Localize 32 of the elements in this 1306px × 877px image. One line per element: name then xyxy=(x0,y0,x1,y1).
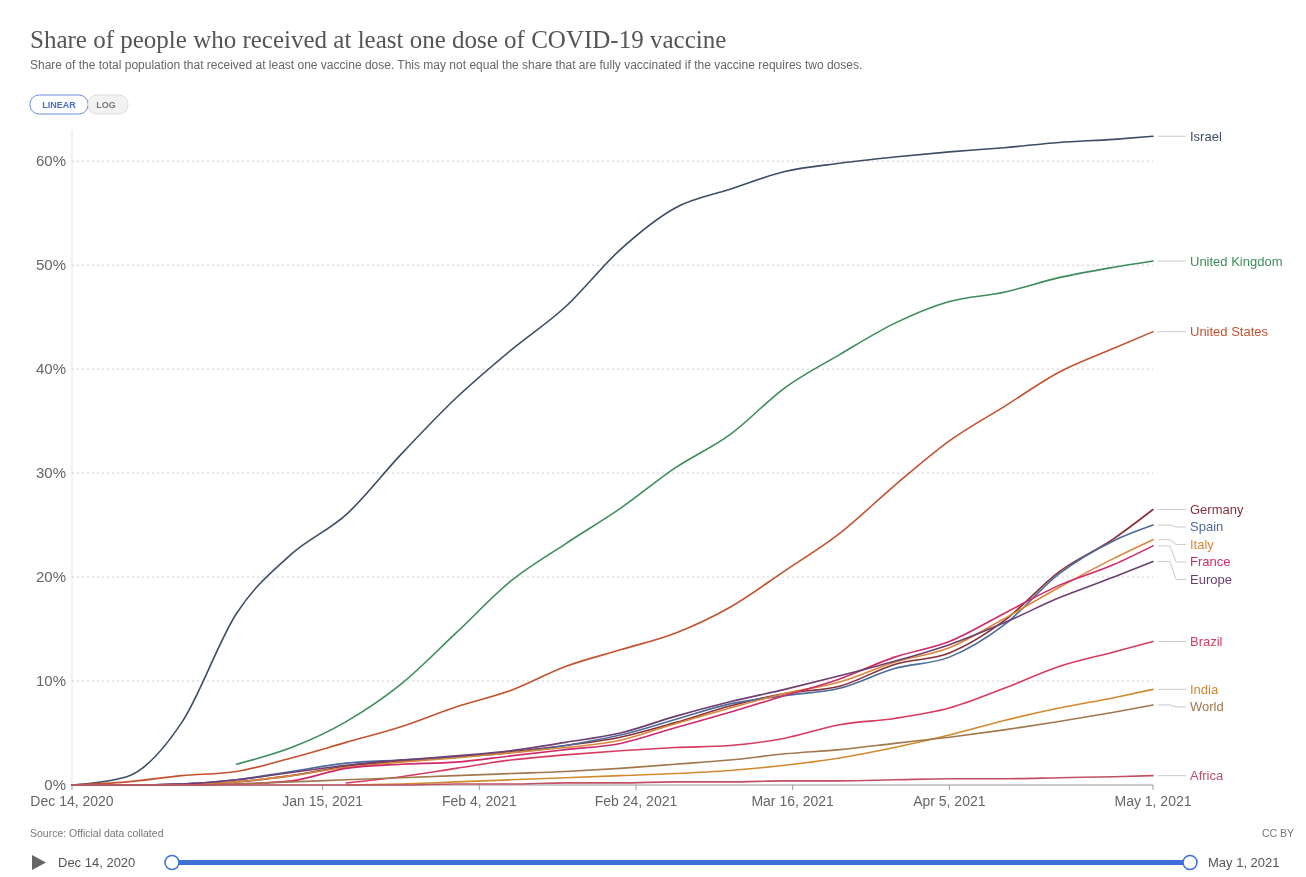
y-tick-label: 40% xyxy=(35,360,66,378)
y-tick-label: 20% xyxy=(35,568,66,586)
x-tick-label: Feb 4, 2021 xyxy=(441,793,517,809)
y-tick-label: 10% xyxy=(35,672,66,690)
text: Italy xyxy=(1190,536,1215,552)
text: United Kingdom xyxy=(1190,253,1283,269)
text: France xyxy=(1190,554,1231,570)
text: India xyxy=(1190,681,1219,697)
y-tick-label: 0% xyxy=(44,776,66,793)
x-tick-label: Feb 24, 2021 xyxy=(594,793,678,809)
text: Israel xyxy=(1190,128,1222,144)
y-tick-label: 50% xyxy=(35,256,66,274)
x-tick-label: Jan 15, 2021 xyxy=(282,793,364,809)
chart-subtitle: Share of the total population that received at least one vaccine dose. This may not equal the share that are fully vaccinated if the vaccine requires two doses. xyxy=(30,58,863,72)
x-tick-label: Mar 16, 2021 xyxy=(751,793,835,809)
text: Europe xyxy=(1190,571,1232,587)
y-tick-label: 60% xyxy=(35,152,66,170)
text: CC BY xyxy=(1261,827,1294,839)
text: World xyxy=(1190,699,1224,715)
x-tick-label: Dec 14, 2020 xyxy=(30,793,114,809)
y-tick-label: 30% xyxy=(35,464,66,482)
text: Germany xyxy=(1190,501,1244,517)
text: Brazil xyxy=(1190,634,1223,650)
x-tick-label: Apr 5, 2021 xyxy=(913,793,986,809)
source-note: Source: Official data collated xyxy=(30,827,164,839)
text: United States xyxy=(1190,324,1269,340)
chart-title: Share of people who received at least one dose of COVID-19 vaccine xyxy=(30,26,727,53)
text: May 1, 2021 xyxy=(1208,855,1280,870)
text: Africa xyxy=(1190,768,1224,784)
text: Spain xyxy=(1190,519,1224,535)
x-tick-label: May 1, 2021 xyxy=(1114,793,1192,809)
text: Dec 14, 2020 xyxy=(58,855,136,870)
